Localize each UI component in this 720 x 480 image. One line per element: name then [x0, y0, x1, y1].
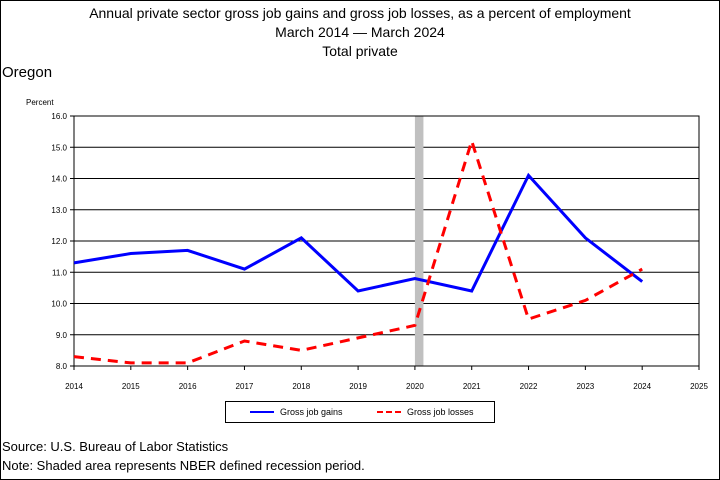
x-tick-label: 2019 — [349, 382, 367, 391]
x-tick-label: 2021 — [463, 382, 481, 391]
legend-swatch-gains — [250, 411, 274, 413]
y-tick-label: 10.0 — [51, 300, 67, 309]
x-tick-label: 2016 — [179, 382, 197, 391]
y-tick-label: 14.0 — [51, 175, 67, 184]
x-tick-label: 2024 — [633, 382, 651, 391]
legend-swatch-losses — [377, 411, 401, 413]
source-note: Source: U.S. Bureau of Labor Statistics — [2, 439, 229, 454]
chart-subtitle-dates: March 2014 — March 2024 — [275, 24, 445, 40]
x-tick-label: 2015 — [122, 382, 140, 391]
legend: Gross job gains Gross job losses — [225, 401, 495, 423]
x-tick-label: 2014 — [65, 382, 83, 391]
chart-subtitle-industry: Total private — [322, 43, 398, 59]
y-tick-label: 16.0 — [51, 112, 67, 121]
legend-label-gains: Gross job gains — [280, 407, 343, 417]
recession-shading — [414, 116, 424, 366]
x-tick-label: 2023 — [576, 382, 594, 391]
y-axis-label: Percent — [26, 98, 54, 107]
x-tick-label: 2025 — [690, 382, 708, 391]
x-tick-label: 2017 — [236, 382, 254, 391]
y-tick-label: 15.0 — [51, 143, 67, 152]
x-tick-label: 2022 — [520, 382, 538, 391]
y-tick-label: 8.0 — [56, 362, 68, 371]
y-tick-label: 9.0 — [56, 331, 68, 340]
series-line-gross-job-gains — [73, 172, 644, 293]
x-tick-label: 2020 — [406, 382, 424, 391]
recession-note: Note: Shaded area represents NBER define… — [2, 458, 365, 473]
y-tick-label: 12.0 — [51, 237, 67, 246]
x-tick-label: 2018 — [292, 382, 310, 391]
chart-title: Annual private sector gross job gains an… — [89, 5, 631, 21]
region-label: Oregon — [2, 64, 53, 81]
legend-label-losses: Gross job losses — [407, 407, 474, 417]
y-tick-label: 13.0 — [51, 206, 67, 215]
y-tick-label: 11.0 — [52, 268, 68, 277]
plot-area-border — [73, 115, 700, 367]
